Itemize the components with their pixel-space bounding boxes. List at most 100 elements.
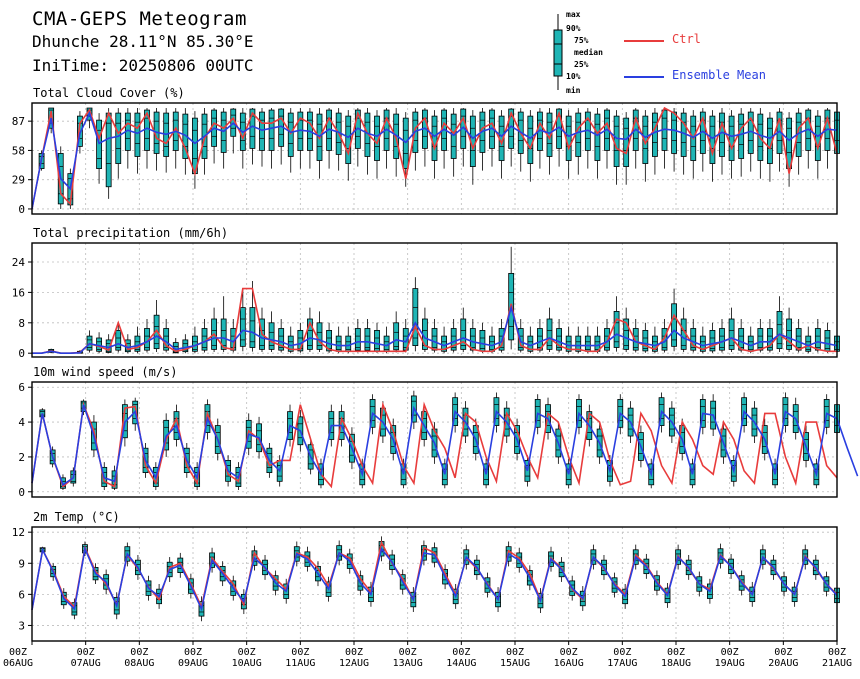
x-tick-top: 00Z	[721, 647, 739, 658]
box-body	[450, 328, 457, 351]
box-body	[709, 115, 716, 164]
x-tick-top: 00Z	[345, 647, 363, 658]
y-tick-label: 16	[12, 286, 25, 299]
mean-line-wind	[31, 404, 859, 487]
box-body	[402, 117, 409, 169]
box-body	[431, 115, 438, 161]
box-body	[632, 328, 639, 351]
x-tick-bottom: 08AUG	[124, 658, 154, 669]
x-tick-bottom: 16AUG	[554, 658, 584, 669]
x-tick-bottom: 13AUG	[393, 658, 423, 669]
x-tick-bottom: 17AUG	[607, 658, 637, 669]
box-body	[728, 318, 735, 350]
y-tick-label: 2	[18, 451, 25, 464]
box-body	[96, 119, 102, 169]
box-body	[268, 322, 275, 350]
panel-title-temp: 2m Temp (°C)	[33, 510, 120, 524]
x-tick-bottom: 11AUG	[285, 658, 315, 669]
box-body	[786, 117, 792, 169]
box-body	[728, 115, 735, 161]
legend-mean-label: Ensemble Mean	[672, 68, 766, 82]
box-body	[546, 318, 553, 350]
x-tick-top: 00Z	[9, 647, 27, 658]
legend-ctrl-label: Ctrl	[672, 32, 701, 46]
box-body	[115, 112, 122, 164]
panel-wind: 10m wind speed (m/s) 0 2 4 6	[18, 365, 859, 499]
chart-title: CMA-GEPS Meteogram	[32, 8, 247, 30]
x-tick-bottom: 14AUG	[446, 658, 476, 669]
box-body	[249, 108, 256, 149]
box-body	[556, 328, 562, 351]
box-body	[393, 322, 400, 351]
ctrl-line-wind	[31, 401, 838, 489]
box-body	[153, 314, 160, 350]
legend-lower-box	[553, 63, 563, 77]
legend-median: median	[574, 48, 603, 57]
legend-min: min	[566, 86, 581, 95]
x-tick-bottom: 21AUG	[822, 658, 852, 669]
box-body	[450, 113, 457, 159]
x-tick-top: 00Z	[613, 647, 631, 658]
box-body	[623, 318, 630, 350]
box-body	[134, 335, 141, 352]
x-tick-top: 00Z	[506, 647, 524, 658]
panel-frame	[31, 102, 838, 215]
y-tick-label: 58	[12, 144, 25, 157]
panel-temp: 2m Temp (°C) 3 6 9 12	[12, 510, 840, 642]
y-tick-label: 0	[18, 203, 25, 216]
x-tick-bottom: 19AUG	[715, 658, 745, 669]
boxplot-legend: max 90% 75% median 25% 10% min	[540, 8, 603, 96]
box-body	[479, 329, 486, 352]
box-body	[77, 115, 83, 147]
box-body	[374, 329, 380, 352]
legend-p90: 90%	[566, 24, 581, 33]
location-label: Dhunche 28.11°N 85.30°E	[32, 32, 254, 51]
mean-line-precip	[32, 304, 838, 355]
legend-p75: 75%	[574, 36, 589, 45]
box-body	[278, 328, 285, 351]
panel-title-cloud: Total Cloud Cover (%)	[33, 86, 185, 100]
x-tick-top: 00Z	[828, 647, 846, 658]
y-tick-label: 9	[18, 557, 25, 570]
mean-line-cloud	[31, 110, 838, 210]
y-tick-label: 3	[18, 619, 25, 632]
box-body	[757, 328, 764, 351]
box-body	[565, 335, 572, 352]
box-body	[364, 328, 371, 351]
box-body	[527, 335, 534, 352]
mean-line-temp	[31, 546, 838, 612]
legend-p10: 10%	[566, 72, 581, 81]
x-tick-top: 00Z	[77, 647, 95, 658]
box-body	[460, 318, 467, 350]
box-body	[671, 303, 677, 347]
panel-frame	[31, 242, 838, 358]
box-body	[192, 335, 198, 352]
box-body	[652, 335, 658, 352]
legend-max: max	[566, 10, 581, 19]
box-body	[786, 318, 792, 350]
box-body	[642, 329, 649, 352]
panel-frame	[31, 526, 838, 642]
box-body	[690, 328, 697, 351]
box-body	[220, 318, 227, 350]
y-tick-label: 24	[12, 256, 26, 269]
legend-mean-swatch	[624, 76, 664, 78]
box-body	[623, 117, 630, 167]
box-body	[699, 335, 706, 352]
box-body	[249, 307, 256, 348]
box-body	[814, 115, 821, 161]
box-body	[709, 329, 716, 352]
x-tick-top: 00Z	[291, 647, 309, 658]
box-body	[469, 328, 476, 351]
y-tick-label: 12	[12, 526, 25, 539]
box-body	[805, 335, 812, 352]
box-body	[527, 115, 534, 164]
init-time-label: IniTime: 20250806 00UTC	[32, 56, 254, 75]
box-body	[776, 310, 783, 350]
box-body	[345, 115, 352, 164]
panel-title-wind: 10m wind speed (m/s)	[33, 365, 178, 379]
panel-frame	[31, 381, 838, 498]
box-body	[345, 335, 352, 352]
ctrl-line-precip	[32, 287, 837, 355]
panel-title-precip: Total precipitation (mm/6h)	[33, 226, 228, 240]
